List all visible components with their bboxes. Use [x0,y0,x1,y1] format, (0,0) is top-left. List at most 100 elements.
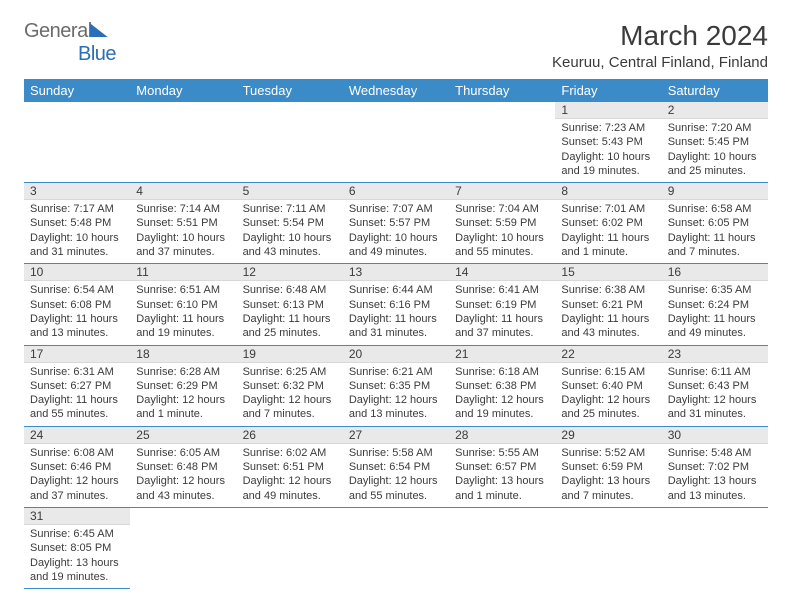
calendar-row: 1Sunrise: 7:23 AMSunset: 5:43 PMDaylight… [24,102,768,183]
day-number: 11 [130,264,236,281]
sunset-line: Sunset: 6:29 PM [136,379,230,393]
sunset-line: Sunset: 5:59 PM [455,216,549,230]
sunrise-line: Sunrise: 6:35 AM [668,283,762,297]
weekday-header: Thursday [449,79,555,102]
calendar-day-cell: 2Sunrise: 7:20 AMSunset: 5:45 PMDaylight… [662,102,768,183]
calendar-row: 10Sunrise: 6:54 AMSunset: 6:08 PMDayligh… [24,264,768,345]
day-number: 8 [555,183,661,200]
calendar-day-cell: 26Sunrise: 6:02 AMSunset: 6:51 PMDayligh… [237,426,343,507]
day-content: Sunrise: 6:44 AMSunset: 6:16 PMDaylight:… [343,281,449,344]
daylight-line: Daylight: 10 hours and 49 minutes. [349,231,443,260]
day-content: Sunrise: 7:17 AMSunset: 5:48 PMDaylight:… [24,200,130,263]
daylight-line: Daylight: 11 hours and 43 minutes. [561,312,655,341]
title-block: March 2024 Keuruu, Central Finland, Finl… [552,20,768,71]
daylight-line: Daylight: 12 hours and 55 minutes. [349,474,443,503]
sunset-line: Sunset: 6:21 PM [561,298,655,312]
sunset-line: Sunset: 5:51 PM [136,216,230,230]
day-content: Sunrise: 6:31 AMSunset: 6:27 PMDaylight:… [24,363,130,426]
sunrise-line: Sunrise: 7:14 AM [136,202,230,216]
daylight-line: Daylight: 10 hours and 43 minutes. [243,231,337,260]
calendar-day-cell: 16Sunrise: 6:35 AMSunset: 6:24 PMDayligh… [662,264,768,345]
daylight-line: Daylight: 12 hours and 1 minute. [136,393,230,422]
sunrise-line: Sunrise: 6:48 AM [243,283,337,297]
calendar-day-cell: 18 Sunrise: 6:28 AMSunset: 6:29 PMDayligh… [130,345,236,426]
calendar-empty-cell [237,507,343,588]
sunrise-line: Sunrise: 6:08 AM [30,446,124,460]
sunset-line: Sunset: 5:43 PM [561,135,655,149]
sunrise-line: Sunrise: 6:02 AM [243,446,337,460]
calendar-empty-cell [237,102,343,183]
day-number: 21 [449,346,555,363]
calendar-day-cell: 25Sunrise: 6:05 AMSunset: 6:48 PMDayligh… [130,426,236,507]
day-number: 2 [662,102,768,119]
sunrise-line: Sunrise: 6:11 AM [668,365,762,379]
day-number: 27 [343,427,449,444]
day-content: Sunrise: 6:41 AMSunset: 6:19 PMDaylight:… [449,281,555,344]
day-content: Sunrise: 6:45 AMSunset: 8:05 PMDaylight:… [24,525,130,588]
day-content: Sunrise: 6:51 AMSunset: 6:10 PMDaylight:… [130,281,236,344]
daylight-line: Daylight: 13 hours and 19 minutes. [30,556,124,585]
calendar-empty-cell [343,102,449,183]
sunrise-line: Sunrise: 7:23 AM [561,121,655,135]
sunset-line: Sunset: 6:10 PM [136,298,230,312]
day-content: Sunrise: 5:48 AMSunset: 7:02 PMDaylight:… [662,444,768,507]
calendar-day-cell: 14Sunrise: 6:41 AMSunset: 6:19 PMDayligh… [449,264,555,345]
calendar-day-cell: 29Sunrise: 5:52 AMSunset: 6:59 PMDayligh… [555,426,661,507]
calendar-day-cell: 21Sunrise: 6:18 AMSunset: 6:38 PMDayligh… [449,345,555,426]
calendar-day-cell: 3Sunrise: 7:17 AMSunset: 5:48 PMDaylight… [24,183,130,264]
daylight-line: Daylight: 12 hours and 37 minutes. [30,474,124,503]
day-number: 20 [343,346,449,363]
calendar-day-cell: 13Sunrise: 6:44 AMSunset: 6:16 PMDayligh… [343,264,449,345]
day-number: 26 [237,427,343,444]
calendar-day-cell: 15Sunrise: 6:38 AMSunset: 6:21 PMDayligh… [555,264,661,345]
day-content: Sunrise: 6:11 AMSunset: 6:43 PMDaylight:… [662,363,768,426]
calendar-empty-cell [662,507,768,588]
daylight-line: Daylight: 12 hours and 7 minutes. [243,393,337,422]
day-number: 19 [237,346,343,363]
day-content: Sunrise: 6:38 AMSunset: 6:21 PMDaylight:… [555,281,661,344]
day-content: Sunrise: 7:07 AMSunset: 5:57 PMDaylight:… [343,200,449,263]
calendar-day-cell: 6Sunrise: 7:07 AMSunset: 5:57 PMDaylight… [343,183,449,264]
sunset-line: Sunset: 6:35 PM [349,379,443,393]
sunrise-line: Sunrise: 5:52 AM [561,446,655,460]
sunrise-line: Sunrise: 6:28 AM [136,365,230,379]
day-content: Sunrise: 6:18 AMSunset: 6:38 PMDaylight:… [449,363,555,426]
brand-text-gray: General [24,20,92,42]
sunset-line: Sunset: 7:02 PM [668,460,762,474]
day-number: 22 [555,346,661,363]
day-number: 1 [555,102,661,119]
day-number: 18 [130,346,236,363]
calendar-day-cell: 8Sunrise: 7:01 AMSunset: 6:02 PMDaylight… [555,183,661,264]
brand-shape-icon [90,23,108,37]
sunrise-line: Sunrise: 7:11 AM [243,202,337,216]
sunrise-line: Sunrise: 6:18 AM [455,365,549,379]
day-number: 25 [130,427,236,444]
calendar-empty-cell [130,102,236,183]
day-content: Sunrise: 6:08 AMSunset: 6:46 PMDaylight:… [24,444,130,507]
sunrise-line: Sunrise: 6:58 AM [668,202,762,216]
calendar-empty-cell [24,102,130,183]
sunset-line: Sunset: 6:59 PM [561,460,655,474]
daylight-line: Daylight: 11 hours and 1 minute. [561,231,655,260]
sunset-line: Sunset: 6:54 PM [349,460,443,474]
day-content: Sunrise: 7:23 AMSunset: 5:43 PMDaylight:… [555,119,661,182]
day-content: Sunrise: 5:52 AMSunset: 6:59 PMDaylight:… [555,444,661,507]
day-number: 4 [130,183,236,200]
calendar-row: 3Sunrise: 7:17 AMSunset: 5:48 PMDaylight… [24,183,768,264]
sunset-line: Sunset: 6:38 PM [455,379,549,393]
sunset-line: Sunset: 6:57 PM [455,460,549,474]
sunrise-line: Sunrise: 5:58 AM [349,446,443,460]
sunrise-line: Sunrise: 6:31 AM [30,365,124,379]
daylight-line: Daylight: 10 hours and 19 minutes. [561,150,655,179]
sunrise-line: Sunrise: 6:54 AM [30,283,124,297]
day-content: Sunrise: 6:48 AMSunset: 6:13 PMDaylight:… [237,281,343,344]
daylight-line: Daylight: 11 hours and 19 minutes. [136,312,230,341]
day-content: Sunrise: 7:14 AMSunset: 5:51 PMDaylight:… [130,200,236,263]
calendar-row: 17Sunrise: 6:31 AMSunset: 6:27 PMDayligh… [24,345,768,426]
daylight-line: Daylight: 11 hours and 37 minutes. [455,312,549,341]
calendar-day-cell: 31Sunrise: 6:45 AMSunset: 8:05 PMDayligh… [24,507,130,588]
day-number: 7 [449,183,555,200]
daylight-line: Daylight: 12 hours and 31 minutes. [668,393,762,422]
day-content: Sunrise: 7:20 AMSunset: 5:45 PMDaylight:… [662,119,768,182]
day-number: 28 [449,427,555,444]
